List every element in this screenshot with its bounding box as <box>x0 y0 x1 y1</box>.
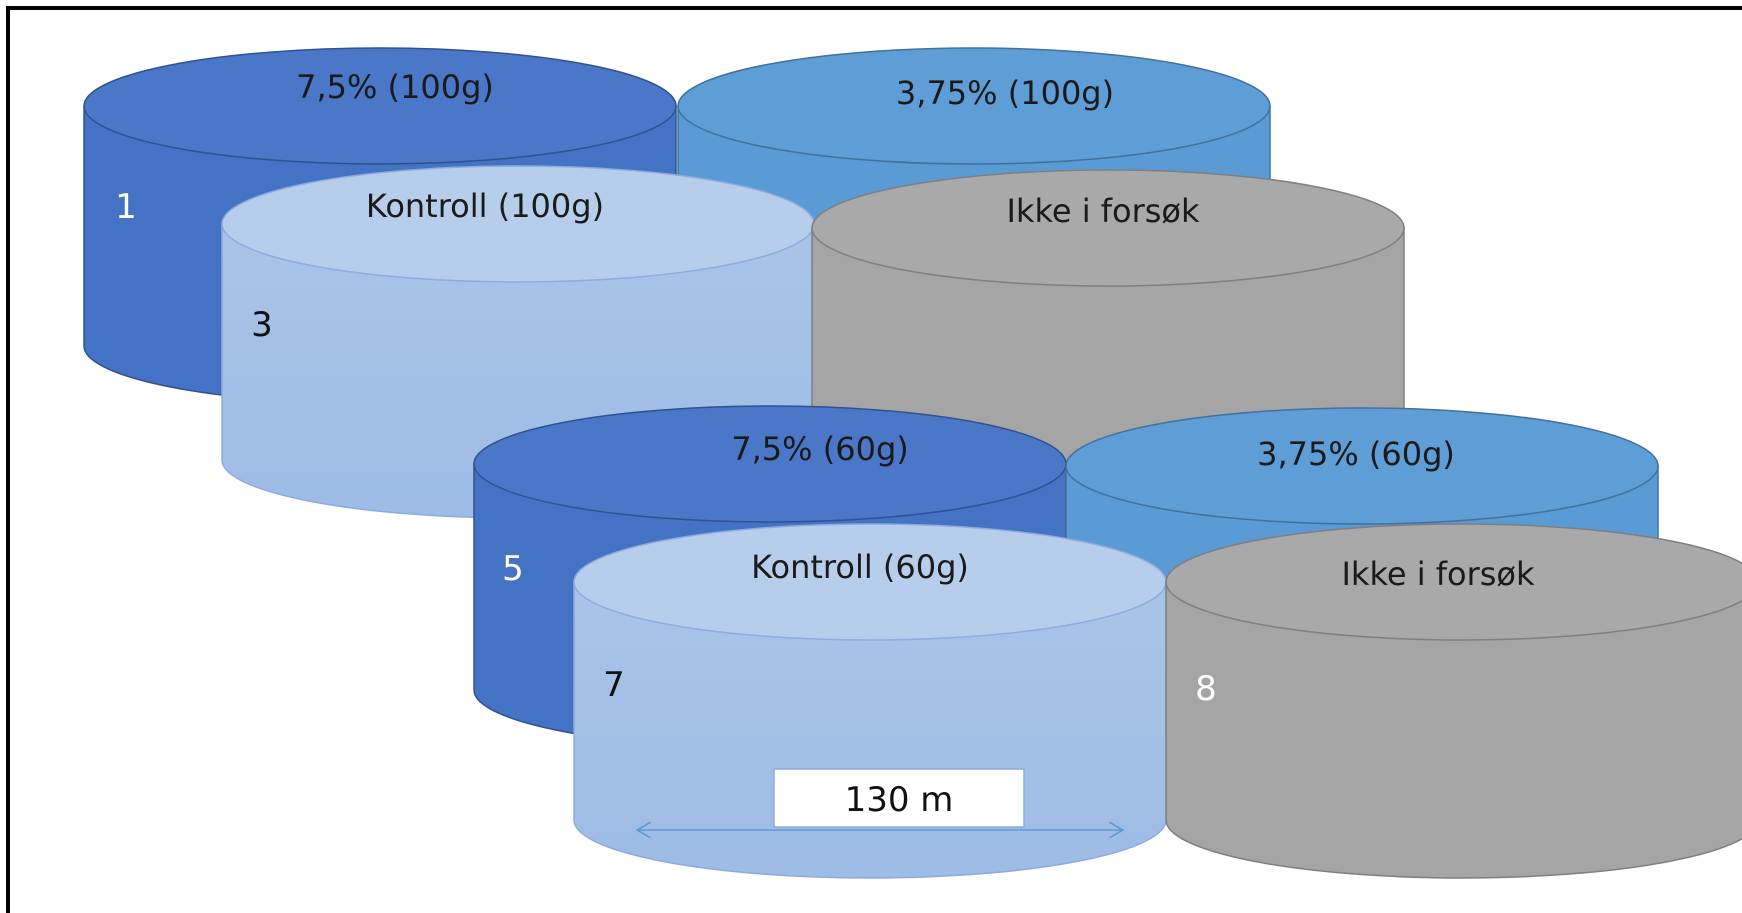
pen-label: Kontroll (60g) <box>751 548 969 586</box>
pen-label: Ikke i forsøk <box>1006 192 1200 230</box>
pen-number: 8 <box>1195 669 1217 709</box>
pen-number: 3 <box>251 305 273 345</box>
pen-number: 7 <box>603 665 625 705</box>
pen-label: Ikke i forsøk <box>1341 555 1535 593</box>
scale-indicator: 130 m <box>637 768 1123 830</box>
pen-cylinder: Kontroll (60g) 7 <box>573 523 1167 879</box>
pen-cylinder: Ikke i forsøk 8 <box>1165 523 1742 879</box>
pen-label: 3,75% (100g) <box>896 74 1114 112</box>
pen-label: Kontroll (100g) <box>366 187 604 225</box>
pen-number: 1 <box>115 187 137 227</box>
pen-label: 7,5% (60g) <box>731 430 908 468</box>
scale-box <box>773 768 1025 828</box>
pen-label: 7,5% (100g) <box>296 68 494 106</box>
pen-number: 5 <box>502 549 524 589</box>
pen-label: 3,75% (60g) <box>1257 435 1455 473</box>
scale-label: 130 m <box>845 780 954 820</box>
